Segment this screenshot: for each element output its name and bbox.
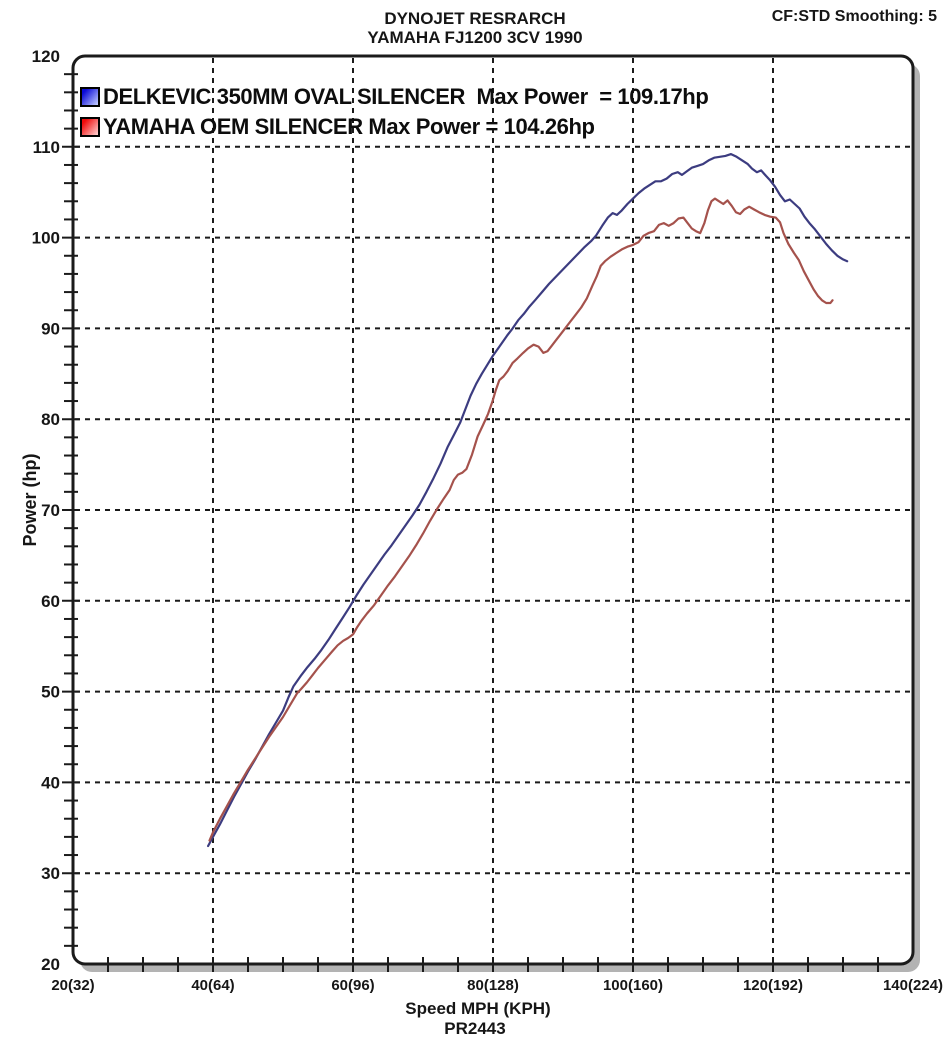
legend-row-yamaha-oem: YAMAHA OEM SILENCER Max Power = 104.26hp [80,114,708,140]
y-tick-label-80: 80 [41,410,60,429]
chart-title-line1: DYNOJET RESRARCH [384,9,566,28]
x-tick-label-80: 80(128) [467,977,519,994]
smoothing-label: CF:STD Smoothing: 5 [771,8,937,25]
y-tick-label-20: 20 [41,955,60,974]
x-tick-label-100: 100(160) [603,977,663,994]
y-tick-label-110: 110 [33,138,60,157]
legend-row-delkevic: DELKEVIC 350MM OVAL SILENCER Max Power =… [80,84,709,110]
chart-title: DYNOJET RESRARCH YAMAHA FJ1200 3CV 1990 [0,9,950,47]
legend-label: DELKEVIC 350MM OVAL SILENCER Max Power =… [103,84,709,109]
y-tick-label-120: 120 [32,47,60,66]
series-line-yamaha-oem [208,197,834,842]
y-tick-label-50: 50 [41,683,60,702]
y-axis-title: Power (hp) [20,453,40,547]
y-tick-label-70: 70 [41,501,60,520]
legend-label: YAMAHA OEM SILENCER Max Power = 104.26hp [103,114,595,139]
red-legend-swatch [80,117,100,137]
x-tick-label-20: 20(32) [51,977,94,994]
chart-legend: DELKEVIC 350MM OVAL SILENCER Max Power =… [80,84,709,140]
y-tick-label-40: 40 [41,773,60,792]
y-tick-label-100: 100 [32,229,60,248]
y-tick-label-90: 90 [41,319,60,338]
run-number-label: PR2443 [444,1019,506,1038]
chart-title-line2: YAMAHA FJ1200 3CV 1990 [367,28,583,47]
x-tick-label-120: 120(192) [743,977,803,994]
x-tick-label-40: 40(64) [191,977,234,994]
blue-legend-swatch [80,87,100,107]
series-line-delkevic [207,153,849,848]
y-tick-label-60: 60 [41,592,60,611]
y-tick-label-30: 30 [41,864,60,883]
x-tick-label-60: 60(96) [331,977,374,994]
x-axis-title: Speed MPH (KPH) [405,999,551,1018]
x-tick-label-140: 140(224) [883,977,943,994]
